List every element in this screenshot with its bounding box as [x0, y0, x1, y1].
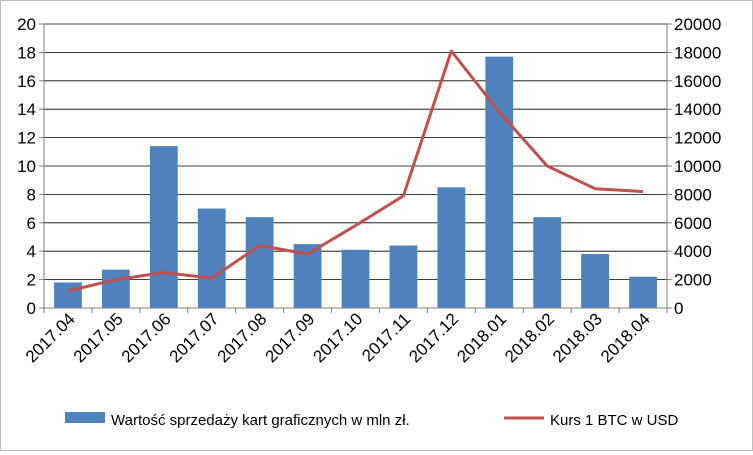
y-right-tick-label: 10000: [674, 157, 721, 176]
bar: [581, 254, 610, 308]
y-right-tick-label: 8000: [674, 185, 712, 204]
y-left-tick-label: 2: [27, 271, 36, 290]
x-tick-label: 2018.04: [597, 309, 654, 366]
legend-bar-swatch: [65, 412, 105, 423]
bar: [341, 249, 370, 308]
x-tick-label: 2017.08: [214, 309, 271, 366]
legend: Wartość sprzedaży kart graficznych w mln…: [65, 412, 679, 429]
y-right-tick-label: 2000: [674, 271, 712, 290]
bar: [485, 56, 514, 308]
line-series: [67, 49, 644, 293]
y-left-tick-label: 0: [27, 299, 36, 318]
bar: [54, 282, 82, 308]
y-left-tick-label: 20: [17, 15, 36, 34]
y-left-tick-label: 14: [17, 100, 36, 119]
y-left-tick-label: 10: [17, 157, 36, 176]
y-left-tick-label: 18: [17, 43, 36, 62]
bar: [149, 146, 178, 308]
y-left-tick-label: 6: [27, 214, 36, 233]
x-tick-label: 2018.02: [501, 309, 558, 366]
gridlines: [44, 23, 667, 281]
x-tick-label: 2018.03: [549, 309, 606, 366]
y-left-tick-label: 16: [17, 72, 36, 91]
x-tick-label: 2017.06: [118, 309, 175, 366]
y-left-tick-label: 4: [27, 242, 36, 261]
x-tick-label: 2018.01: [453, 309, 510, 366]
y-right-tick-label: 18000: [674, 43, 721, 62]
bar: [437, 187, 466, 308]
y-right-tick-label: 16000: [674, 72, 721, 91]
x-tick-label: 2017.10: [309, 309, 366, 366]
y-left-tick-label: 8: [27, 185, 36, 204]
x-tick-label: 2017.09: [262, 309, 319, 366]
axes: [39, 23, 672, 313]
x-tick-label: 2017.11: [358, 309, 414, 365]
y-left-tick-label: 12: [17, 129, 36, 148]
y-right-tick-label: 4000: [674, 242, 712, 261]
bar: [101, 269, 130, 308]
legend-bar-label: Wartość sprzedaży kart graficznych w mln…: [111, 412, 410, 429]
x-tick-label: 2017.05: [70, 309, 127, 366]
bar-series: [54, 56, 657, 308]
y-right-tick-label: 0: [674, 299, 683, 318]
y-right-tick-label: 6000: [674, 214, 712, 233]
bar: [245, 217, 274, 308]
bar: [197, 208, 226, 308]
x-tick-label: 2017.07: [166, 309, 223, 366]
bar: [389, 245, 418, 308]
btc-line: [67, 49, 644, 293]
y-right-tick-label: 20000: [674, 15, 721, 34]
bar: [533, 217, 562, 308]
x-tick-label: 2017.12: [405, 309, 462, 366]
bar: [629, 276, 657, 308]
legend-line-label: Kurs 1 BTC w USD: [550, 412, 679, 429]
y-right-tick-label: 14000: [674, 100, 721, 119]
y-right-tick-label: 12000: [674, 129, 721, 148]
